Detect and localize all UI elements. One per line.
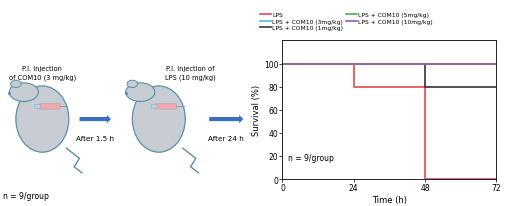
Text: After 1.5 h: After 1.5 h [76,135,115,141]
X-axis label: Time (h): Time (h) [372,195,407,204]
Ellipse shape [9,83,38,102]
FancyBboxPatch shape [151,105,157,109]
Y-axis label: Survival (%): Survival (%) [252,85,261,136]
FancyBboxPatch shape [156,104,177,110]
Legend: LPS, LPS + COM10 (3mg/kg), LPS + COM10 (1mg/kg), LPS + COM10 (5mg/kg), LPS + COM: LPS, LPS + COM10 (3mg/kg), LPS + COM10 (… [260,13,433,31]
FancyBboxPatch shape [35,105,41,109]
Ellipse shape [126,83,155,102]
Text: n = 9/group: n = 9/group [289,153,334,162]
Text: n = 9/group: n = 9/group [3,191,48,200]
Ellipse shape [11,81,21,88]
Ellipse shape [16,87,69,152]
Text: P.I. injection
of COM10 (3 mg/kg): P.I. injection of COM10 (3 mg/kg) [9,66,76,80]
FancyBboxPatch shape [39,104,60,110]
Text: P.I. injection of
LPS (10 mg/kg): P.I. injection of LPS (10 mg/kg) [165,66,216,80]
Ellipse shape [132,87,185,152]
Ellipse shape [127,81,137,88]
Text: After 24 h: After 24 h [208,135,244,141]
